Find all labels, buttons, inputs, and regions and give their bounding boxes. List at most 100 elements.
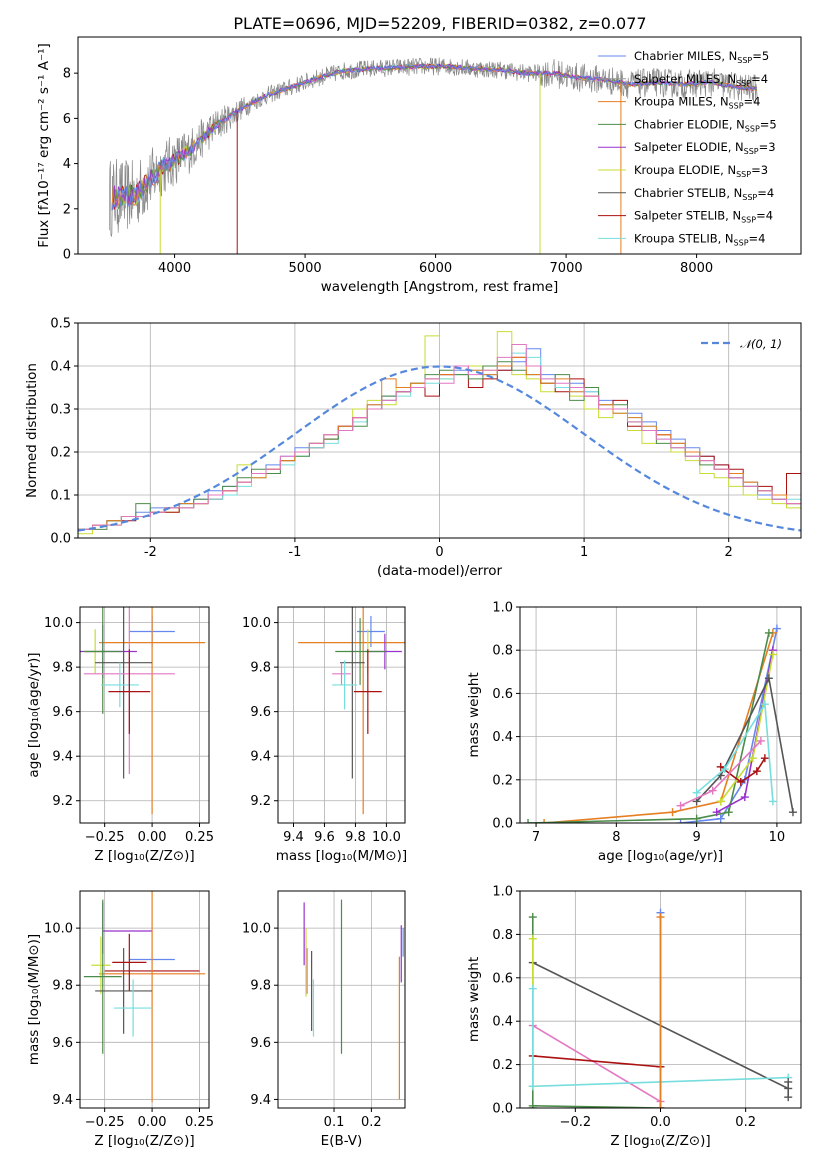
x-axis-label: Z [log₁₀(Z/Z⊙)] (94, 848, 194, 864)
y-tick-label: 0.2 (50, 446, 71, 461)
legend-label: Chabrier ELODIE, NSSP=5 (634, 117, 777, 133)
legend-label-sub: SSP (736, 79, 751, 88)
legend: 𝒩(0, 1) (701, 337, 782, 351)
x-tick-label: 2 (725, 545, 733, 560)
axes-frame (277, 890, 406, 1109)
y-tick-label: 0.8 (492, 928, 513, 943)
y-tick-label: 0.3 (50, 403, 71, 418)
y-tick-label: 9.4 (250, 1093, 271, 1108)
weight-line-7 (696, 701, 774, 802)
weight-line-6 (720, 757, 766, 783)
data-layer (78, 331, 801, 535)
x-tick-label: 0 (435, 545, 443, 560)
axes-frame (519, 606, 802, 824)
y-tick-label: 9.2 (52, 794, 73, 809)
legend-label: Salpeter ELODIE, NSSP=3 (634, 140, 776, 156)
y-axis-label: mass [log₁₀(M/M⊙)] (26, 934, 42, 1065)
legend-label-tail: =4 (756, 209, 773, 223)
y-axis-label: Flux [fλ10⁻¹⁷ erg cm⁻² s⁻¹ A⁻¹] (36, 43, 52, 248)
legend-label-sub: SSP (734, 238, 749, 247)
y-tick-label: 9.8 (250, 979, 271, 994)
y-tick-label: 10.0 (44, 922, 73, 937)
x-axis-label: mass [log₁₀(M/M⊙)] (276, 848, 407, 864)
y-tick-label: 9.2 (250, 794, 271, 809)
legend-label-text: Kroupa MILES, N (634, 95, 729, 109)
legend-label-text: Chabrier STELIB, N (634, 186, 742, 200)
legend-label-text: Salpeter STELIB, N (634, 209, 741, 223)
data-layer (298, 607, 405, 815)
y-tick-label: 9.6 (250, 1036, 271, 1051)
x-tick-label: 9.6 (314, 830, 335, 845)
legend-label-sub: SSP (737, 56, 752, 65)
legend-label-text: Chabrier MILES, N (634, 49, 737, 63)
y-tick-label: 9.8 (250, 661, 271, 676)
x-tick-label: −0.25 (85, 830, 125, 845)
x-axis-label: wavelength [Angstrom, rest frame] (321, 279, 559, 295)
x-tick-label: 1 (580, 545, 588, 560)
legend-label: 𝒩(0, 1) (740, 337, 782, 351)
legend-label-sub: SSP (736, 170, 751, 179)
x-axis-label: Z [log₁₀(Z/Z⊙)] (610, 1133, 710, 1149)
x-tick-label: 0.25 (185, 1115, 214, 1130)
y-tick-label: 0.0 (492, 1102, 513, 1117)
y-axis-label: age [log₁₀(age/yr)] (26, 652, 42, 777)
legend-label-text: Chabrier ELODIE, N (634, 117, 745, 131)
data-layer (80, 607, 206, 815)
legend-label-sub: SSP (741, 216, 756, 225)
y-tick-label: 9.6 (250, 705, 271, 720)
x-axis-label: E(B-V) (321, 1133, 363, 1149)
axes-frame (277, 606, 406, 824)
x-tick-label: 5000 (289, 261, 322, 276)
legend-label-text: Salpeter MILES, N (634, 72, 736, 86)
y-tick-label: 9.4 (52, 1093, 73, 1108)
y-axis-label: mass weight (466, 957, 482, 1042)
legend-label-text: Kroupa ELODIE, N (634, 163, 736, 177)
legend-label: Kroupa MILES, NSSP=4 (634, 95, 760, 111)
y-tick-label: 0.4 (492, 1015, 513, 1030)
y-tick-label: 10.0 (44, 616, 73, 631)
legend-label-tail: =4 (757, 186, 774, 200)
weight-line-1 (532, 1024, 661, 1103)
y-tick-label: 0.0 (50, 532, 71, 547)
y-tick-label: 1.0 (492, 885, 513, 900)
legend-label: Kroupa STELIB, NSSP=4 (634, 231, 765, 247)
legend-label: Chabrier STELIB, NSSP=4 (634, 186, 774, 202)
panel-age_vs_mass: 9.4 9.6 9.8 10.0 9.2 9.4 9.6 9.8 10.0 mass [log₁₀… (242, 606, 407, 864)
y-tick-label: 9.8 (52, 661, 73, 676)
legend-label-tail: =3 (751, 163, 768, 177)
x-tick-label: 10.0 (372, 830, 401, 845)
y-tick-label: 0.4 (492, 730, 513, 745)
legend-label-tail: =4 (749, 231, 766, 245)
data-layer (303, 899, 404, 1100)
legend-label: Chabrier MILES, NSSP=5 (634, 49, 769, 65)
weight-line-5 (696, 675, 794, 813)
panel-residuals: 𝒩(0, 1) -2 -1 0 1 2 0.0 0.1 0.2 0.3 0.4 0.5 (data-mo… (24, 317, 802, 579)
x-tick-label: 0.00 (138, 830, 167, 845)
x-tick-label: 8000 (680, 261, 713, 276)
legend-label-sub: SSP (744, 147, 759, 156)
x-tick-label: 7000 (550, 261, 583, 276)
y-tick-label: 0 (63, 248, 71, 263)
legend-label-text: Kroupa STELIB, N (634, 231, 734, 245)
x-tick-label: 0.00 (138, 1115, 167, 1130)
spectrum-model-line (111, 63, 757, 211)
y-tick-label: 9.4 (250, 750, 271, 765)
legend-label-tail: =5 (760, 117, 777, 131)
x-tick-label: 0.2 (735, 1115, 756, 1130)
legend-label-tail: =4 (744, 95, 761, 109)
y-tick-label: 0.6 (492, 687, 513, 702)
x-axis-label: (data-model)/error (377, 563, 503, 579)
x-tick-label: 9 (692, 830, 700, 845)
y-tick-label: 9.6 (52, 705, 73, 720)
x-tick-label: -2 (144, 545, 157, 560)
y-tick-label: 0.6 (492, 971, 513, 986)
data-layer (528, 908, 793, 1108)
y-tick-label: 6 (63, 112, 71, 127)
spectrum-model-line (111, 62, 758, 211)
legend-label-sub: SSP (729, 102, 744, 111)
x-tick-label: 7 (532, 830, 540, 845)
x-tick-label: -1 (288, 545, 301, 560)
